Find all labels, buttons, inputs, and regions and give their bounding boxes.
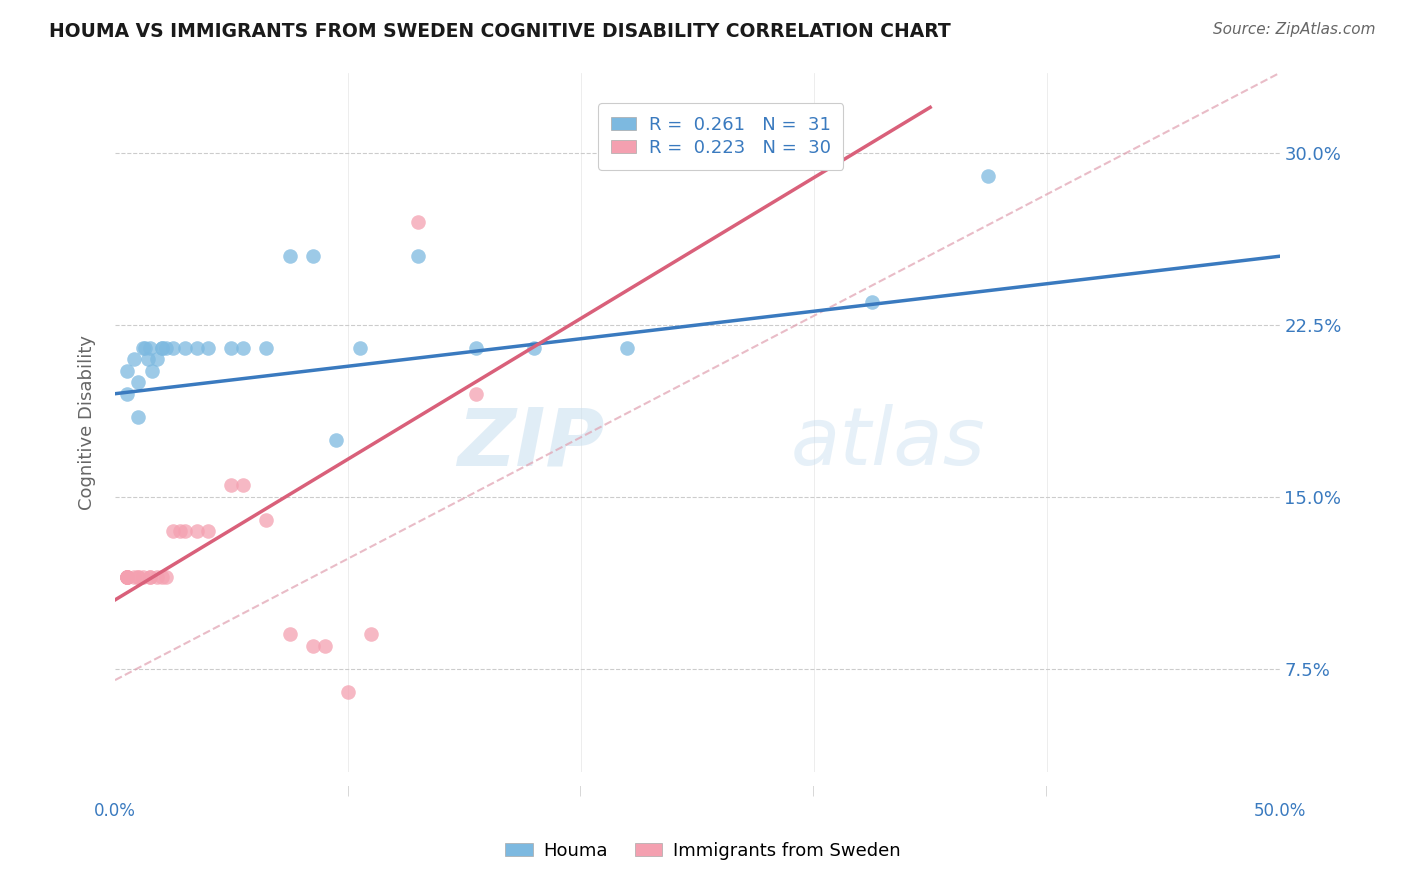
Point [115, 570, 138, 584]
Point [325, 433, 347, 447]
Point [186, 341, 208, 355]
Point [197, 524, 219, 539]
Point [141, 364, 163, 378]
Point [977, 169, 1000, 183]
Text: |: | [346, 786, 350, 796]
Legend: Houma, Immigrants from Sweden: Houma, Immigrants from Sweden [498, 835, 908, 867]
Point [132, 341, 155, 355]
Point [136, 352, 159, 367]
Point [139, 570, 162, 584]
Point [254, 341, 277, 355]
Point [155, 341, 177, 355]
Point [146, 570, 169, 584]
Point [278, 627, 301, 641]
Point [221, 341, 243, 355]
Point [162, 524, 184, 539]
Point [132, 570, 155, 584]
Text: ZIP: ZIP [457, 404, 605, 483]
Point [349, 341, 371, 355]
Point [302, 639, 325, 653]
Text: |: | [813, 786, 815, 796]
Text: atlas: atlas [790, 404, 986, 483]
Point [162, 341, 184, 355]
Point [150, 341, 173, 355]
Point [146, 352, 169, 367]
Point [174, 524, 197, 539]
Point [314, 639, 336, 653]
Y-axis label: Cognitive Disability: Cognitive Disability [79, 334, 96, 510]
Point [169, 524, 191, 539]
Point [465, 341, 488, 355]
Point [360, 627, 382, 641]
Point [115, 570, 138, 584]
Point [122, 570, 145, 584]
Point [302, 249, 325, 263]
Point [127, 409, 149, 424]
Point [115, 570, 138, 584]
Point [254, 513, 277, 527]
Point [150, 570, 173, 584]
Point [139, 570, 162, 584]
Point [134, 341, 156, 355]
Point [115, 364, 138, 378]
Point [139, 341, 162, 355]
Point [616, 341, 638, 355]
Point [232, 478, 254, 492]
Point [186, 524, 208, 539]
Point [115, 570, 138, 584]
Text: |: | [1045, 786, 1049, 796]
Point [197, 341, 219, 355]
Point [127, 570, 149, 584]
Point [122, 352, 145, 367]
Text: 0.0%: 0.0% [94, 802, 136, 820]
Point [155, 570, 177, 584]
Point [860, 295, 883, 310]
Point [115, 570, 138, 584]
Point [127, 570, 149, 584]
Point [221, 478, 243, 492]
Point [115, 570, 138, 584]
Point [174, 341, 197, 355]
Text: HOUMA VS IMMIGRANTS FROM SWEDEN COGNITIVE DISABILITY CORRELATION CHART: HOUMA VS IMMIGRANTS FROM SWEDEN COGNITIV… [49, 22, 950, 41]
Point [406, 249, 429, 263]
Point [232, 341, 254, 355]
Text: |: | [579, 786, 582, 796]
Point [278, 249, 301, 263]
Text: 50.0%: 50.0% [1253, 802, 1306, 820]
Point [336, 684, 359, 698]
Legend: R =  0.261   N =  31, R =  0.223   N =  30: R = 0.261 N = 31, R = 0.223 N = 30 [598, 103, 844, 169]
Point [115, 386, 138, 401]
Point [406, 215, 429, 229]
Point [127, 376, 149, 390]
Point [465, 386, 488, 401]
Text: Source: ZipAtlas.com: Source: ZipAtlas.com [1212, 22, 1375, 37]
Point [150, 341, 173, 355]
Point [523, 341, 546, 355]
